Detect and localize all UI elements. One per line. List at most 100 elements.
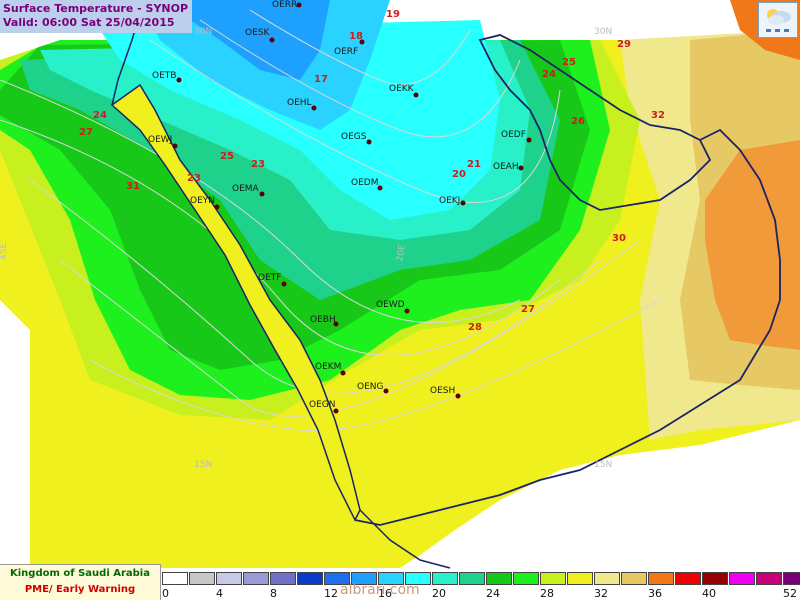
legend-tick: 28	[540, 587, 554, 600]
legend-tick: 8	[270, 587, 277, 600]
legend-swatch	[162, 572, 188, 585]
legend-swatch	[729, 572, 755, 585]
station-label-oewj: OEWJ	[148, 135, 172, 145]
legend-swatch	[351, 572, 377, 585]
station-dot-oegn	[333, 408, 339, 414]
legend-swatch	[189, 572, 215, 585]
temp-label: 29	[617, 39, 631, 50]
field-blank-southwest	[0, 300, 30, 568]
station-label-oekj: OEKJ	[439, 196, 460, 206]
grid-label: 20E	[395, 244, 408, 263]
field-orange-east	[705, 140, 800, 350]
temp-label: 18	[349, 31, 363, 42]
legend-swatch	[486, 572, 512, 585]
station-dot-oewj	[172, 143, 178, 149]
station-label-oebh: OEBH	[310, 315, 336, 325]
station-label-oekk: OEKK	[389, 84, 415, 94]
legend-swatch	[324, 572, 350, 585]
legend-tick: 32	[594, 587, 608, 600]
station-label-oewd: OEWD	[376, 300, 405, 310]
legend-swatch	[783, 572, 800, 585]
branding-box: Kingdom of Saudi Arabia PME/ Early Warni…	[0, 564, 161, 600]
station-label-oedf: OEDF	[501, 130, 526, 140]
station-label-oehl: OEHL	[287, 98, 312, 108]
legend-tick: 40	[702, 587, 716, 600]
station-dot-oema	[259, 191, 265, 197]
station-dot-oetb	[176, 77, 182, 83]
legend-swatch	[216, 572, 242, 585]
grid-label: 15N	[594, 460, 612, 470]
station-dot-oerr	[296, 2, 302, 8]
temp-label: 17	[314, 74, 328, 85]
temperature-labels: 19 18 17 29 25 24 24 27 26 32 25 23 21 2…	[79, 9, 665, 333]
station-dot-oegs	[366, 139, 372, 145]
station-dot-oesk	[269, 37, 275, 43]
station-label-oekm: OEKM	[315, 362, 341, 372]
legend-swatch	[405, 572, 431, 585]
station-label-oetf: OETF	[258, 273, 281, 283]
legend-swatches	[162, 572, 800, 585]
station-dot-oeah	[518, 165, 524, 171]
temp-label: 25	[562, 57, 576, 68]
legend-swatch	[297, 572, 323, 585]
temp-label: 25	[220, 151, 234, 162]
legend-swatch	[702, 572, 728, 585]
legend-tick: 24	[486, 587, 500, 600]
legend-tick: 52	[783, 587, 797, 600]
temp-label: 31	[126, 181, 140, 192]
temp-label: 32	[651, 110, 665, 121]
station-label-oeng: OENG	[357, 382, 384, 392]
station-dot-oekk	[413, 92, 419, 98]
map-title: Surface Temperature - SYNOP Valid: 06:00…	[0, 0, 193, 33]
legend-swatch	[756, 572, 782, 585]
legend-tick: 16	[378, 587, 392, 600]
grid-labels: 30N 30N 20E 15N 15N 45E	[0, 27, 612, 470]
station-dot-oetf	[281, 281, 287, 287]
legend-swatch	[567, 572, 593, 585]
station-label-oerr: OERR	[272, 0, 297, 10]
temp-label: 28	[468, 322, 482, 333]
temp-label: 21	[467, 159, 481, 170]
legend-swatch	[621, 572, 647, 585]
station-label-oedm: OEDM	[351, 178, 378, 188]
station-label-oegn: OEGN	[309, 400, 335, 410]
temp-label: 30	[612, 233, 626, 244]
persian-gulf	[478, 34, 712, 211]
grid-label: 30N	[594, 27, 612, 37]
legend-tick: 0	[162, 587, 169, 600]
stations: OERR OESK OERF OETB OEHL OEKK OEWJ OEGS …	[148, 0, 532, 414]
station-label-oeah: OEAH	[493, 162, 519, 172]
station-label-oesh: OESH	[430, 386, 455, 396]
station-label-oerf: OERF	[334, 47, 358, 57]
temp-label: 27	[521, 304, 535, 315]
legend-swatch	[675, 572, 701, 585]
weather-logo-icon	[758, 2, 798, 38]
station-dot-oedf	[526, 137, 532, 143]
color-legend: 0 4 8 12 16 20 24 28 32 36 40 52	[160, 570, 800, 600]
agency-name: Kingdom of Saudi Arabia	[10, 568, 150, 579]
temp-label: 23	[251, 159, 265, 170]
map-title-line1: Surface Temperature - SYNOP	[3, 2, 189, 15]
station-dot-oehl	[311, 105, 317, 111]
legend-swatch	[540, 572, 566, 585]
legend-swatch	[648, 572, 674, 585]
legend-tick: 12	[324, 587, 338, 600]
legend-swatch	[378, 572, 404, 585]
oman-coast	[699, 128, 781, 300]
temp-label: 24	[542, 69, 556, 80]
station-dot-oesh	[455, 393, 461, 399]
somalia-coast	[359, 509, 451, 569]
station-dot-oerf	[359, 39, 365, 45]
department-name: PME/ Early Warning	[24, 584, 136, 595]
isotherm-contours	[0, 9, 661, 432]
station-dot-oeng	[383, 388, 389, 394]
watermark: albrari.com	[340, 582, 420, 598]
map-valid-time: Valid: 06:00 Sat 25/04/2015	[3, 16, 175, 29]
legend-swatch	[243, 572, 269, 585]
station-dot-oebh	[333, 321, 339, 327]
temp-label: 23	[187, 173, 201, 184]
legend-swatch	[270, 572, 296, 585]
station-dot-oewd	[404, 308, 410, 314]
station-dot-oeyn	[214, 204, 220, 210]
station-label-oegs: OEGS	[341, 132, 367, 142]
